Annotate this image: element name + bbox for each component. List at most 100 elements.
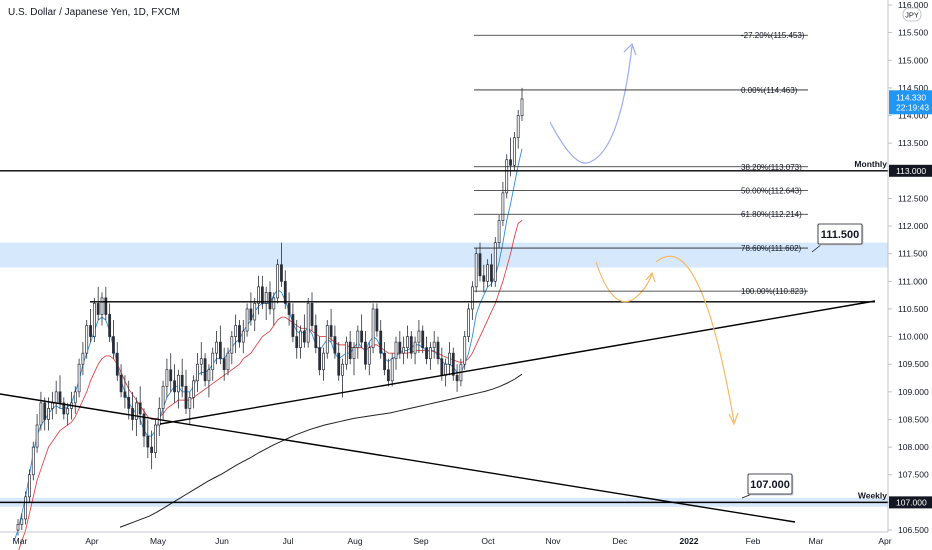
- fib-level-label: 50.00%(112.643): [741, 187, 802, 196]
- candle: [20, 513, 24, 530]
- candle: [161, 380, 165, 420]
- candle-body: [50, 402, 54, 409]
- candle-body: [264, 292, 268, 304]
- candle-body: [516, 115, 520, 138]
- candle-body: [501, 192, 505, 221]
- candle-body: [470, 286, 474, 310]
- time-tick-label: May: [150, 536, 167, 546]
- price-tag-bg: [889, 164, 932, 177]
- fib-level-label: 61.80%(112.214): [741, 210, 802, 219]
- candle: [104, 286, 108, 320]
- last-price-countdown: 22:19:43: [896, 102, 929, 112]
- price-callout: 111.500: [811, 223, 864, 253]
- fib-level-label: 78.60%(111.602): [741, 244, 802, 253]
- price-axis[interactable]: 116.000 115.500 115.000 114.500 114.000 113.5…: [887, 0, 932, 535]
- candle: [43, 397, 47, 431]
- candle-body: [325, 325, 329, 354]
- candle-body: [115, 352, 119, 376]
- candle: [367, 342, 371, 376]
- candle-body: [85, 325, 89, 354]
- candle-body: [230, 336, 234, 354]
- candle-body: [100, 297, 104, 315]
- candle: [474, 248, 478, 293]
- candle-body: [142, 413, 146, 437]
- candle: [241, 320, 245, 354]
- time-tick-label: Nov: [545, 536, 561, 546]
- candle-body: [280, 264, 283, 282]
- time-tick-label: Dec: [612, 536, 628, 546]
- candle-body: [394, 341, 398, 360]
- candle-body: [73, 391, 77, 404]
- candle: [77, 358, 81, 398]
- candle: [295, 320, 299, 359]
- candle-body: [245, 308, 249, 332]
- time-tick-label: Sep: [413, 536, 428, 546]
- candle-body: [379, 330, 383, 354]
- price-callout: 107.000: [741, 473, 794, 499]
- candle-body: [512, 137, 516, 166]
- candle-body: [108, 314, 112, 337]
- candle: [509, 137, 512, 177]
- candle-body: [16, 524, 20, 531]
- candle: [268, 281, 272, 315]
- candle: [226, 347, 230, 376]
- price-tick-label: 108.000: [898, 442, 929, 452]
- candle: [85, 320, 89, 359]
- time-axis[interactable]: Mar Apr May Jun Jul Aug Sep Oct Nov Dec 2022 Feb Mar…: [0, 531, 892, 546]
- price-tick-label: 110.500: [898, 304, 928, 314]
- weekly-label: Weekly: [858, 490, 887, 500]
- candle-body: [444, 363, 448, 376]
- time-tick-label: Oct: [481, 536, 495, 546]
- candle-body: [409, 336, 413, 354]
- candle-body: [62, 402, 66, 415]
- candle: [432, 331, 436, 359]
- candle: [47, 397, 50, 431]
- candle: [379, 320, 383, 359]
- currency-badge-label: JPY: [905, 11, 919, 20]
- candle: [222, 347, 226, 381]
- candle: [184, 369, 188, 414]
- candle: [375, 303, 379, 337]
- candle: [501, 181, 505, 227]
- drawings-layer: 111.500 107.000 Monthly Weekly: [0, 42, 888, 523]
- callout-label: 107.000: [750, 479, 790, 491]
- candle: [352, 342, 356, 376]
- time-tick-label: Aug: [347, 536, 362, 546]
- projection-arrow-up: [549, 45, 633, 164]
- candle: [253, 297, 257, 332]
- candle-body: [188, 397, 192, 409]
- candle-body: [371, 308, 375, 348]
- candle-body: [455, 374, 459, 382]
- candle-body: [451, 352, 455, 376]
- candle-body: [203, 358, 207, 382]
- candle-body: [47, 408, 50, 420]
- candle-body: [112, 336, 115, 354]
- candle: [287, 292, 291, 326]
- candle: [54, 380, 58, 414]
- candle: [398, 331, 402, 359]
- candle-body: [39, 402, 43, 426]
- candle: [428, 342, 432, 370]
- price-tick-label: 114.000: [898, 111, 928, 121]
- candle: [127, 380, 131, 420]
- time-tick-label: Jul: [283, 536, 294, 546]
- candle: [146, 419, 150, 459]
- price-tick-label: 109.500: [898, 359, 929, 369]
- projection-arrow-orange-2: [655, 255, 735, 423]
- candle: [318, 336, 322, 376]
- candle: [386, 358, 390, 387]
- candle: [272, 292, 276, 326]
- candle-body: [295, 336, 299, 348]
- candle-body: [24, 496, 28, 520]
- candle: [196, 353, 199, 392]
- candle-body: [238, 325, 241, 343]
- candle: [58, 375, 62, 409]
- candle: [142, 408, 146, 448]
- candle: [390, 353, 394, 387]
- candle: [50, 391, 54, 420]
- candle: [39, 391, 43, 431]
- price-tick-label: 109.000: [898, 387, 929, 397]
- candle: [486, 259, 490, 287]
- callout-label: 111.500: [821, 229, 860, 241]
